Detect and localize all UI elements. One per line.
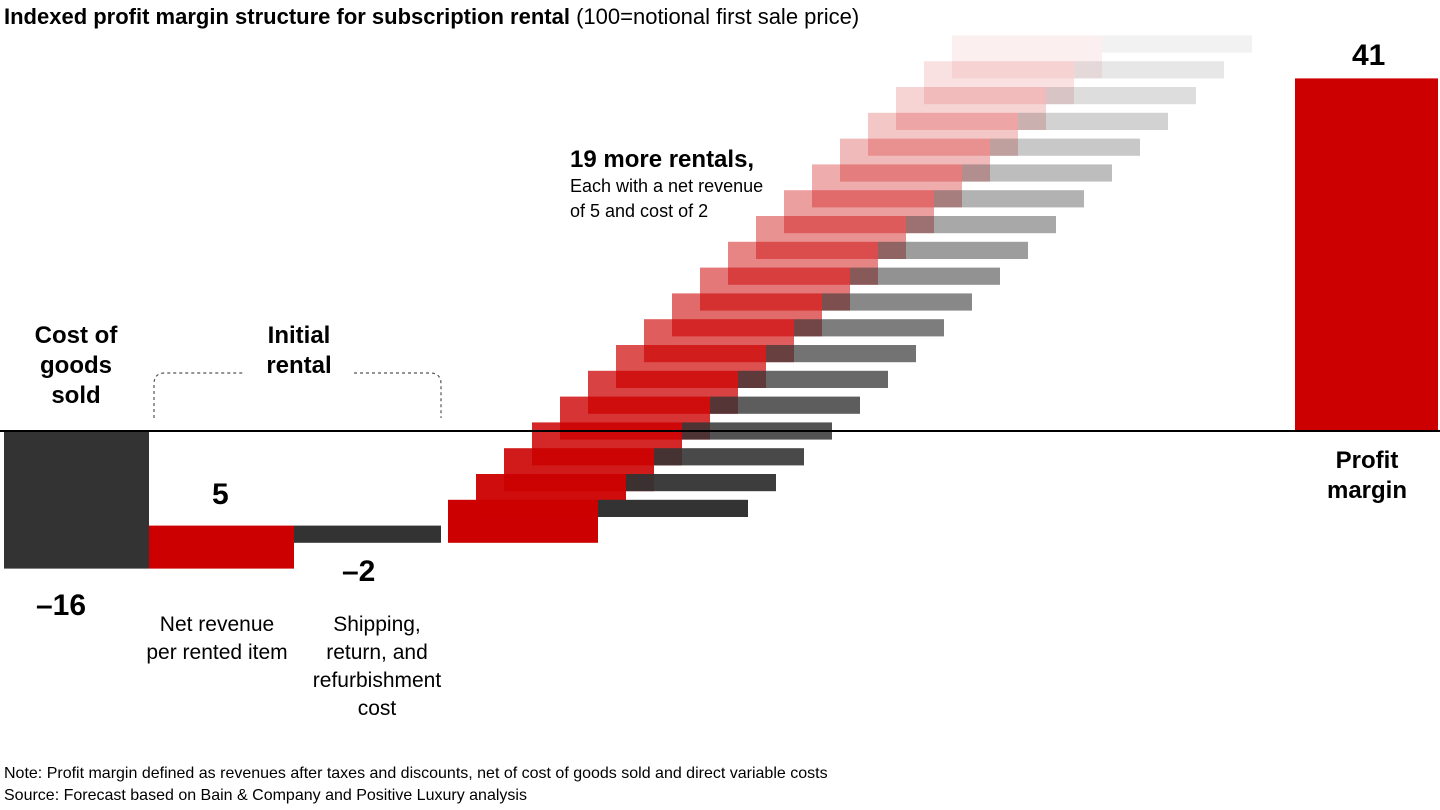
chart-title-bold: Indexed profit margin structure for subs… <box>4 4 570 29</box>
profit-value: 41 <box>1352 39 1386 72</box>
rental-revenue-bar <box>840 138 990 182</box>
cogs-value: –16 <box>36 589 87 622</box>
initial-rental-bracket <box>153 372 442 418</box>
rental-cost-bar <box>654 448 804 466</box>
rental-revenue-bar <box>756 216 906 259</box>
chart-title: Indexed profit margin structure for subs… <box>4 4 859 30</box>
annotation-head: 19 more rentals, <box>570 146 755 173</box>
footer-source: Source: Forecast based on Bain & Company… <box>4 787 527 804</box>
rental-cost-bar <box>962 164 1112 182</box>
shipping-value: –2 <box>342 555 376 588</box>
chart-title-subtitle: (100=notional first sale price) <box>576 4 860 29</box>
initial-rental-label: Initial rental <box>266 322 332 379</box>
rental-revenue-bar <box>784 190 934 234</box>
rental-cost-bar <box>990 138 1140 156</box>
rental-revenue-bar <box>896 87 1046 130</box>
rental-cost-bar <box>598 499 748 517</box>
rental-cost-bar <box>906 216 1056 234</box>
profit-margin-bar <box>1295 78 1438 432</box>
rental-cost-bar <box>822 293 972 311</box>
rental-cost-bar <box>878 241 1028 259</box>
annotation-line-2: of 5 and cost of 2 <box>570 201 709 221</box>
rental-cost-bar <box>626 474 776 492</box>
rental-cost-bar <box>794 319 944 337</box>
rental-cost-bar <box>710 396 860 414</box>
profit-label: Profit margin <box>1326 447 1407 504</box>
net-revenue-value: 5 <box>212 478 229 511</box>
annotation-line-1: Each with a net revenue <box>570 176 764 196</box>
shipping-label: Shipping, return, and refurbishment cost <box>312 613 442 720</box>
shipping-bar <box>294 525 441 543</box>
rentals-annotation: 19 more rentals, Each with a net revenue… <box>570 146 763 224</box>
rental-revenue-bar <box>924 61 1074 105</box>
net-revenue-bar <box>149 525 294 569</box>
rental-cost-bar <box>1074 61 1224 79</box>
cogs-bar <box>4 431 149 569</box>
rental-revenue-bar <box>868 112 1018 156</box>
cogs-label: Cost of goods sold <box>34 322 118 409</box>
rental-revenue-bar <box>812 164 962 208</box>
rental-cost-bar <box>1102 35 1252 53</box>
rental-cost-bar <box>850 267 1000 285</box>
net-revenue-label: Net revenue per rented item <box>146 613 288 664</box>
rental-cost-bar <box>934 190 1084 208</box>
footer-note: Note: Profit margin defined as revenues … <box>4 765 828 782</box>
rental-cost-bar <box>1046 87 1196 105</box>
rental-cost-bar <box>1018 112 1168 130</box>
rental-cost-bar <box>766 345 916 363</box>
rental-cost-bar <box>738 370 888 388</box>
rental-revenue-bar <box>952 35 1102 79</box>
footer: Note: Profit margin defined as revenues … <box>4 763 828 807</box>
